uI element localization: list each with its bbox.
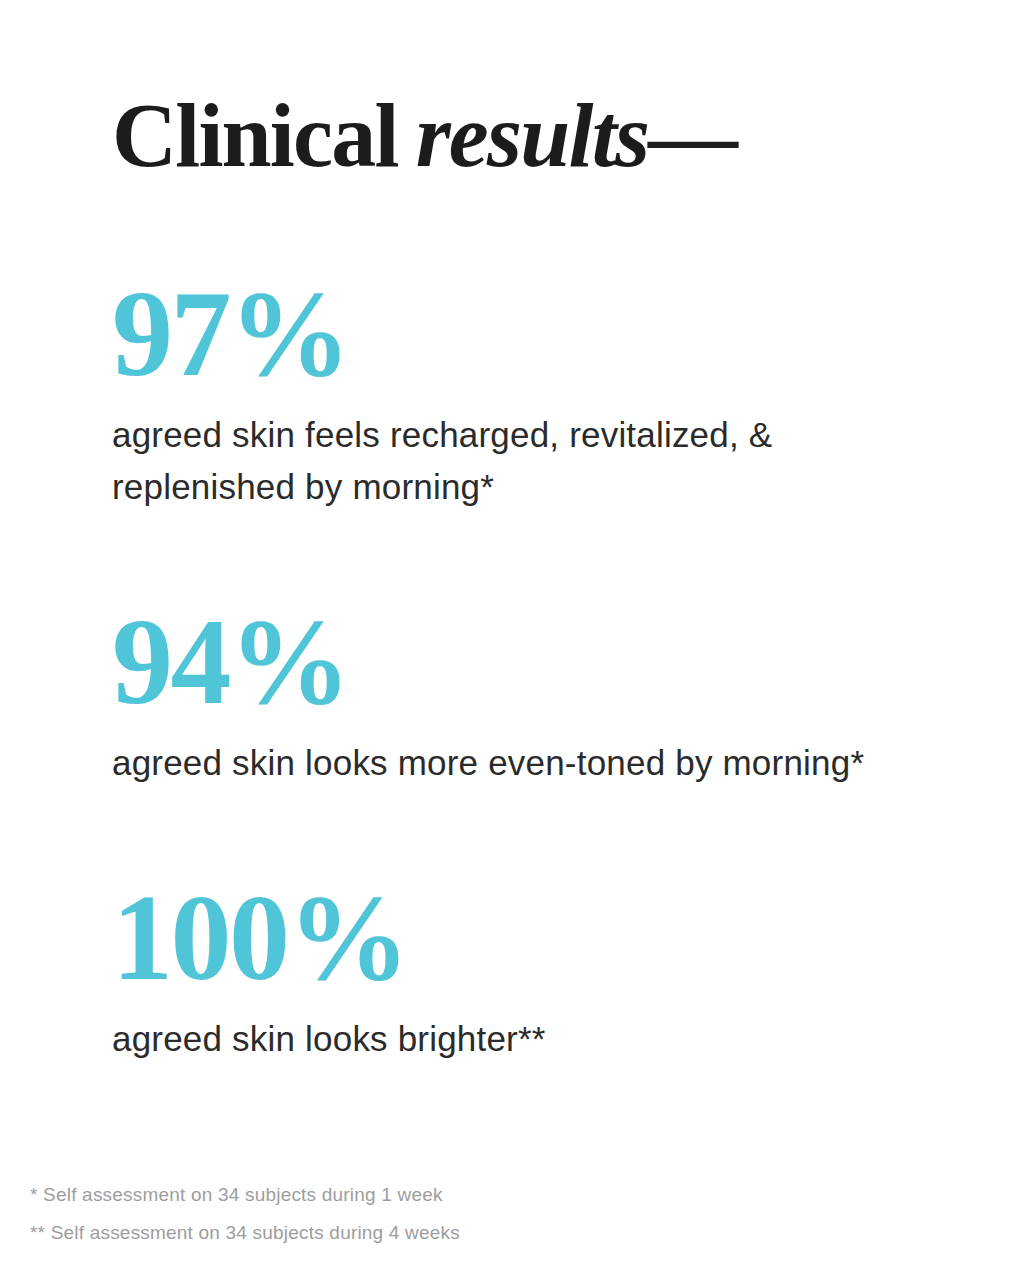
stat-block-brighter: 100% agreed skin looks brighter** (112, 877, 984, 1065)
title-text-italic: results (416, 86, 648, 185)
footnotes-section: * Self assessment on 34 subjects during … (30, 1176, 460, 1252)
footnote-marker: * (480, 467, 494, 506)
footnote-marker: ** (518, 1019, 546, 1058)
title-dash: — (648, 86, 736, 185)
footnote-text: Self assessment on 34 subjects during 1 … (43, 1184, 443, 1205)
stat-description-text: agreed skin looks more even-toned by mor… (112, 743, 850, 782)
stat-block-even-toned: 94% agreed skin looks more even-toned by… (112, 601, 984, 789)
stat-value: 100% (112, 877, 984, 999)
footnote-line: * Self assessment on 34 subjects during … (30, 1176, 460, 1214)
footnote-text: Self assessment on 34 subjects during 4 … (51, 1222, 460, 1243)
clinical-results-panel: Clinicalresults— 97% agreed skin feels r… (0, 0, 1024, 1272)
stat-value: 94% (112, 601, 984, 723)
footnote-marker: ** (30, 1222, 45, 1243)
stat-value: 97% (112, 273, 984, 395)
stat-description: agreed skin looks more even-toned by mor… (112, 737, 984, 789)
main-column: Clinicalresults— 97% agreed skin feels r… (0, 0, 1024, 1065)
footnote-marker: * (30, 1184, 38, 1205)
stat-description-text: agreed skin looks brighter (112, 1019, 518, 1058)
footnote-line: ** Self assessment on 34 subjects during… (30, 1214, 460, 1252)
stat-description: agreed skin feels recharged, revitalized… (112, 409, 984, 513)
stat-description-text: agreed skin feels recharged, revitalized… (112, 415, 772, 506)
footnote-marker: * (850, 743, 864, 782)
stat-block-recharged: 97% agreed skin feels recharged, revital… (112, 273, 984, 513)
stat-description: agreed skin looks brighter** (112, 1013, 984, 1065)
title-text-regular: Clinical (112, 86, 398, 185)
page-title: Clinicalresults— (112, 0, 984, 185)
